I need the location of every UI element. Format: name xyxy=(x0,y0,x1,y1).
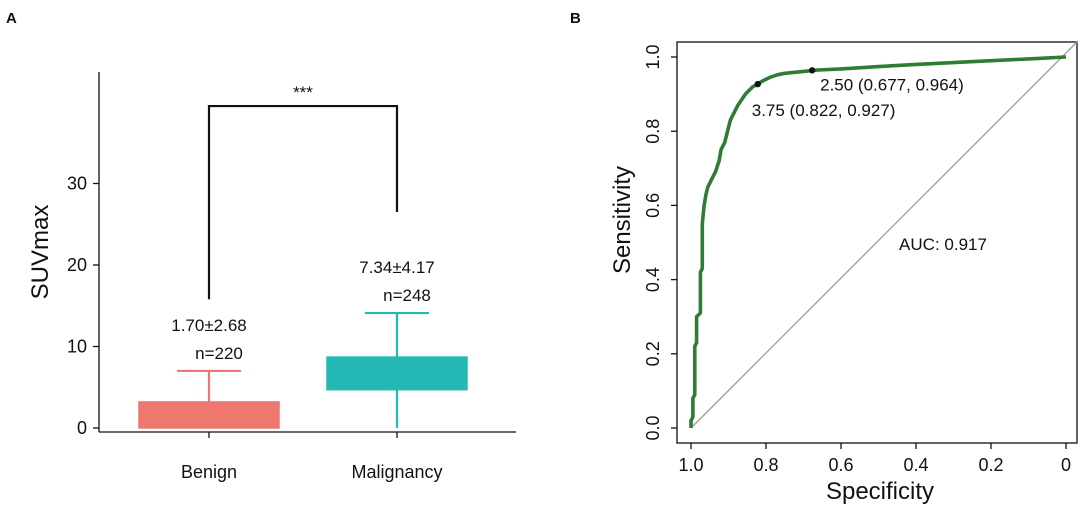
malignancy-summary-label: 7.34±4.17 xyxy=(359,258,435,277)
panel-b-x-tick-label: 0.4 xyxy=(903,455,928,475)
panel-a-y-ticks: 0 10 20 30 xyxy=(67,174,99,439)
cutoff-point xyxy=(755,81,761,87)
panel-b-y-tick-label: 1.0 xyxy=(643,44,663,69)
panel-a-x-tick-label: Benign xyxy=(181,462,237,482)
cutoff-label: 2.50 (0.677, 0.964) xyxy=(820,75,964,94)
panel-b-y-ticks: 0.0 0.2 0.4 0.6 0.8 1.0 xyxy=(643,44,677,440)
panel-b-y-tick-label: 0.2 xyxy=(643,341,663,366)
panel-b-x-tick-label: 0.8 xyxy=(753,455,778,475)
malignancy-n-label: n=248 xyxy=(383,286,431,305)
panel-b-x-ticks: 1.0 0.8 0.6 0.4 0.2 0 xyxy=(678,443,1071,475)
panel-a-label: A xyxy=(6,10,17,27)
panel-b-x-tick-label: 0 xyxy=(1061,455,1071,475)
panel-a-y-tick-label: 10 xyxy=(67,337,87,357)
panel-a-y-tick-label: 20 xyxy=(67,255,87,275)
panel-b-x-tick-label: 0.2 xyxy=(978,455,1003,475)
benign-summary-label: 1.70±2.68 xyxy=(171,316,247,335)
cutoff-point xyxy=(809,67,815,73)
panel-a-y-tick-label: 30 xyxy=(67,174,87,194)
figure: A 0 10 20 30 Benign Malignancy SUVmax 1.70±2… xyxy=(0,0,1084,509)
panel-b-x-tick-label: 1.0 xyxy=(678,455,703,475)
panel-b-y-axis-title: Sensitivity xyxy=(609,166,636,274)
malignancy-box xyxy=(327,357,467,390)
auc-label: AUC: 0.917 xyxy=(899,235,987,254)
benign-n-label: n=220 xyxy=(195,344,243,363)
benign-box xyxy=(139,402,279,428)
panel-b-y-tick-label: 0.4 xyxy=(643,267,663,292)
panel-b-y-tick-label: 0.8 xyxy=(643,119,663,144)
panel-b-label: B xyxy=(570,10,581,27)
panel-b-y-tick-label: 0.6 xyxy=(643,193,663,218)
panel-a-y-axis-title: SUVmax xyxy=(27,205,54,300)
cutoff-label: 3.75 (0.822, 0.927) xyxy=(752,101,896,120)
significance-stars: *** xyxy=(293,83,313,102)
panel-a-x-tick-label: Malignancy xyxy=(351,462,442,482)
panel-a-x-ticks: Benign Malignancy xyxy=(181,432,443,482)
panel-b-y-tick-label: 0.0 xyxy=(643,415,663,440)
panel-b-x-axis-title: Specificity xyxy=(826,478,934,505)
reference-diagonal xyxy=(691,42,1077,428)
panel-a-y-tick-label: 0 xyxy=(77,418,87,438)
panel-b-x-tick-label: 0.6 xyxy=(828,455,853,475)
panel-a-boxes: 1.70±2.68 n=220 7.34±4.17 n=248 xyxy=(139,258,467,428)
